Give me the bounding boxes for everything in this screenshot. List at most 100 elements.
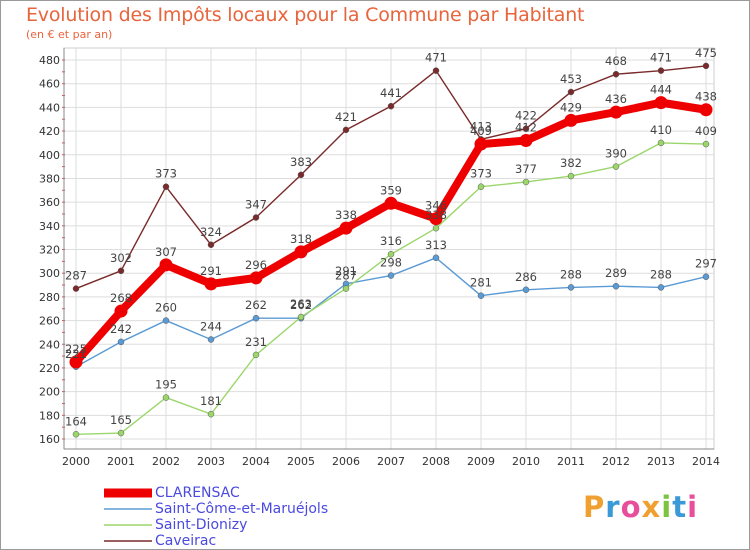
data-label-saint-c-me-et-maru-jols: 289 (605, 266, 627, 280)
data-label-saint-dionizy: 263 (290, 297, 312, 311)
data-label-caveirac: 413 (470, 119, 492, 133)
data-point-saint-dionizy (702, 140, 710, 148)
y-tick-label: 220 (39, 362, 60, 375)
data-point-clarensac (204, 277, 218, 291)
data-point-saint-c-me-et-maru-jols (252, 314, 260, 322)
data-labels: 221 242 260 244 262 262 291 298 313 281 286 288 289 2… (65, 46, 717, 428)
data-label-saint-dionizy: 410 (650, 123, 672, 137)
data-point-saint-dionizy (612, 163, 620, 170)
logo-letter: i (687, 490, 699, 524)
axes: 160 180 200 220 240 260 280 300 320 340 360 380 400 4… (39, 48, 720, 468)
chart-title: Evolution des Impôts locaux pour la Comm… (26, 4, 585, 26)
data-label-clarensac: 338 (335, 208, 357, 222)
data-point-clarensac (654, 96, 668, 110)
x-tick-label: 2011 (557, 455, 585, 468)
data-point-saint-dionizy (252, 351, 260, 359)
data-point-clarensac (699, 103, 713, 117)
data-point-clarensac (294, 245, 308, 259)
data-point-saint-dionizy (432, 224, 440, 232)
data-point-clarensac (384, 196, 398, 210)
x-tick-label: 2003 (197, 455, 225, 468)
y-tick-label: 480 (39, 54, 60, 67)
data-label-saint-c-me-et-maru-jols: 313 (425, 238, 447, 252)
x-tick-label: 2000 (62, 455, 90, 468)
data-label-saint-dionizy: 231 (245, 335, 267, 349)
data-label-caveirac: 324 (200, 225, 222, 239)
data-point-saint-dionizy (522, 178, 530, 186)
legend-item-saint-come[interactable]: Saint-Côme-et-Maruéjols (104, 501, 328, 517)
data-label-clarensac: 307 (155, 245, 177, 259)
data-point-caveirac (252, 214, 260, 221)
data-label-caveirac: 422 (515, 109, 537, 123)
data-label-caveirac: 421 (335, 110, 357, 124)
legend: CLARENSAC Saint-Côme-et-Maruéjols Saint-… (104, 485, 328, 549)
logo-letter: o (620, 490, 642, 524)
data-label-saint-dionizy: 164 (65, 414, 87, 428)
data-point-caveirac (117, 267, 125, 275)
y-tick-label: 260 (39, 315, 60, 328)
data-label-clarensac: 318 (290, 232, 312, 246)
data-point-caveirac (207, 241, 215, 249)
x-tick-label: 2006 (332, 455, 360, 468)
x-tick-label: 2004 (242, 455, 270, 468)
data-point-clarensac (429, 212, 443, 226)
legend-item-caveirac[interactable]: Caveirac (104, 533, 328, 549)
data-label-caveirac: 383 (290, 155, 312, 169)
data-point-caveirac (72, 285, 80, 292)
data-label-saint-dionizy: 382 (560, 156, 582, 170)
legend-item-saint-dionizy[interactable]: Saint-Dionizy (104, 517, 328, 533)
data-label-saint-c-me-et-maru-jols: 244 (200, 320, 222, 334)
legend-swatch-saint-come (104, 508, 152, 510)
data-point-saint-dionizy (162, 394, 170, 401)
data-label-clarensac: 412 (515, 121, 537, 135)
data-point-clarensac (339, 221, 353, 235)
data-point-caveirac (567, 88, 575, 96)
data-label-clarensac: 268 (110, 291, 132, 305)
y-tick-label: 460 (39, 78, 60, 91)
data-point-saint-c-me-et-maru-jols (702, 273, 710, 280)
x-tick-label: 2012 (602, 455, 630, 468)
data-point-saint-dionizy (297, 313, 305, 321)
data-label-saint-dionizy: 181 (200, 394, 222, 408)
y-tick-label: 300 (39, 267, 60, 280)
chart-subtitle: (en € et par an) (26, 28, 113, 41)
data-label-saint-dionizy: 377 (515, 162, 537, 176)
y-tick-label: 240 (39, 338, 60, 351)
data-point-saint-c-me-et-maru-jols (657, 284, 665, 291)
data-point-caveirac (612, 70, 620, 78)
legend-label: CLARENSAC (155, 485, 240, 501)
data-label-saint-c-me-et-maru-jols: 291 (335, 264, 357, 278)
data-point-saint-dionizy (477, 183, 485, 190)
data-point-saint-c-me-et-maru-jols (432, 254, 440, 262)
y-tick-label: 360 (39, 196, 60, 209)
data-label-saint-dionizy: 195 (155, 378, 177, 392)
data-point-saint-dionizy (72, 431, 80, 438)
data-point-saint-c-me-et-maru-jols (117, 338, 125, 346)
data-label-caveirac: 373 (155, 167, 177, 181)
data-label-saint-c-me-et-maru-jols: 288 (650, 267, 672, 281)
y-tick-label: 340 (39, 220, 60, 233)
logo-letter: t (672, 490, 688, 524)
series-lines (69, 62, 713, 438)
data-point-caveirac (702, 62, 710, 70)
data-label-caveirac: 302 (110, 251, 132, 265)
data-label-saint-dionizy: 165 (110, 413, 132, 427)
data-label-clarensac: 444 (650, 83, 672, 97)
data-label-caveirac: 475 (695, 46, 717, 60)
x-tick-label: 2008 (422, 455, 450, 468)
x-tick-label: 2009 (467, 455, 495, 468)
y-tick-label: 440 (39, 101, 60, 114)
data-point-clarensac (159, 258, 173, 272)
legend-swatch-caveirac (104, 540, 152, 542)
legend-item-clarensac[interactable]: CLARENSAC (104, 485, 328, 501)
data-point-caveirac (432, 67, 440, 74)
data-label-caveirac: 453 (560, 72, 582, 86)
data-label-saint-dionizy: 409 (695, 124, 717, 138)
data-label-saint-c-me-et-maru-jols: 221 (65, 347, 87, 361)
data-point-clarensac (564, 113, 578, 127)
data-label-caveirac: 471 (425, 51, 447, 65)
data-point-caveirac (342, 126, 350, 134)
grid (63, 47, 715, 450)
y-tick-label: 320 (39, 244, 60, 257)
